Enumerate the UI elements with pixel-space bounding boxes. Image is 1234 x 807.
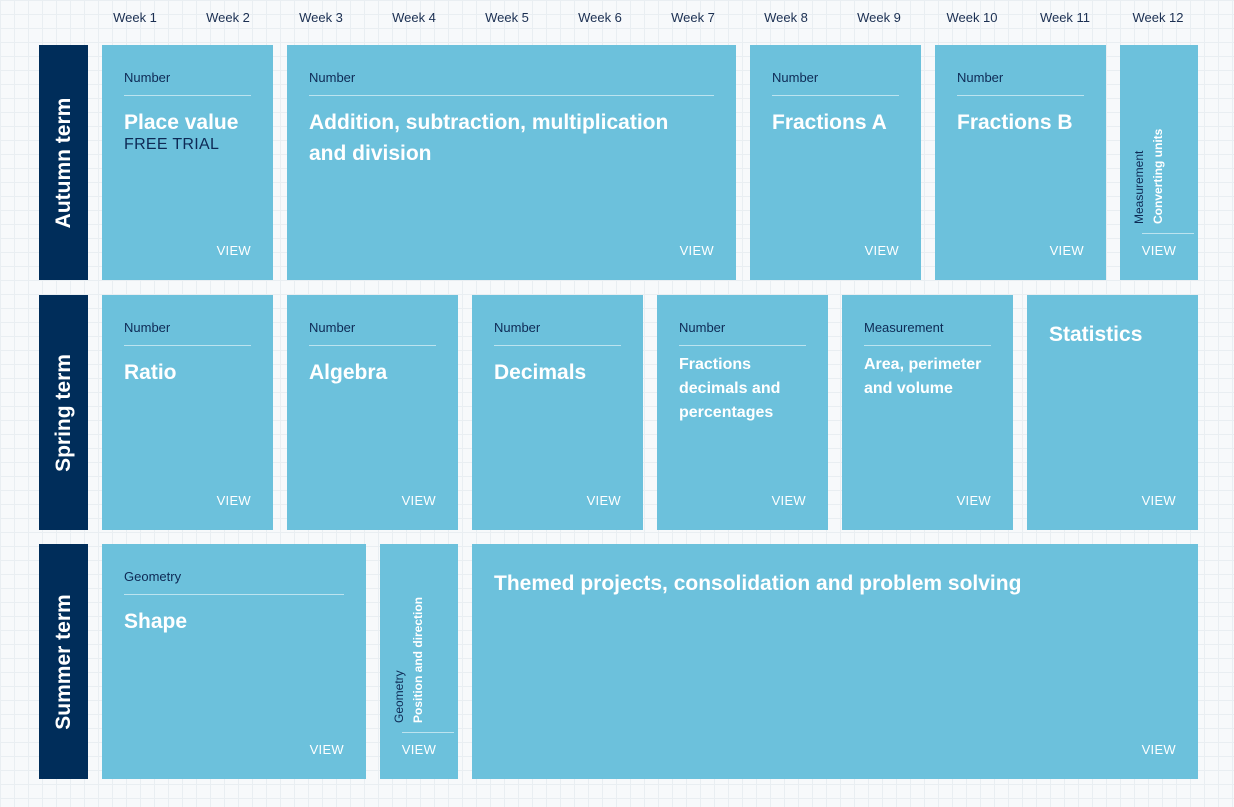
- term-label-autumn: Autumn term: [39, 45, 88, 280]
- view-link[interactable]: VIEW: [216, 243, 251, 258]
- unit-card-fractions-b[interactable]: Number Fractions B VIEW: [935, 45, 1106, 280]
- unit-category: Geometry: [392, 670, 406, 723]
- view-link[interactable]: VIEW: [864, 243, 899, 258]
- view-link[interactable]: VIEW: [1141, 243, 1177, 258]
- unit-card-four-operations[interactable]: Number Addition, subtraction, multiplica…: [287, 45, 736, 280]
- view-link[interactable]: VIEW: [956, 493, 991, 508]
- view-link[interactable]: VIEW: [1141, 742, 1176, 757]
- term-label-spring: Spring term: [39, 295, 88, 530]
- unit-title: Area, perimeter and volume: [864, 356, 982, 397]
- unit-title: Fractions A: [772, 111, 887, 134]
- unit-category: Measurement: [1132, 150, 1146, 224]
- unit-card-themed-projects[interactable]: Themed projects, consolidation and probl…: [472, 544, 1198, 779]
- unit-card-area-perimeter-volume[interactable]: Measurement Area, perimeter and volume V…: [842, 295, 1013, 530]
- unit-category: Number: [309, 320, 436, 346]
- view-link[interactable]: VIEW: [216, 493, 251, 508]
- unit-title: Position and direction: [411, 596, 425, 723]
- view-link[interactable]: VIEW: [1141, 493, 1176, 508]
- unit-card-place-value[interactable]: Number Place value FREE TRIAL VIEW: [102, 45, 273, 280]
- view-link[interactable]: VIEW: [401, 742, 437, 757]
- week-label: Week 10: [946, 10, 998, 25]
- unit-category: Number: [957, 70, 1084, 96]
- week-label: Week 5: [485, 10, 529, 25]
- divider: [402, 732, 454, 733]
- week-label: Week 11: [1039, 10, 1091, 25]
- term-label-summer: Summer term: [39, 544, 88, 779]
- unit-title: Ratio: [124, 361, 177, 384]
- unit-title: Themed projects, consolidation and probl…: [494, 572, 1022, 595]
- view-link[interactable]: VIEW: [309, 742, 344, 757]
- view-link[interactable]: VIEW: [401, 493, 436, 508]
- view-link[interactable]: VIEW: [1049, 243, 1084, 258]
- week-label: Week 9: [857, 10, 901, 25]
- unit-card-fractions-a[interactable]: Number Fractions A VIEW: [750, 45, 921, 280]
- week-label: Week 6: [578, 10, 622, 25]
- unit-category: Number: [309, 70, 714, 96]
- unit-card-converting-units[interactable]: Measurement Converting units VIEW: [1120, 45, 1198, 280]
- term-label-text: Summer term: [51, 593, 75, 730]
- term-label-text: Spring term: [51, 353, 75, 472]
- unit-card-ratio[interactable]: Number Ratio VIEW: [102, 295, 273, 530]
- view-link[interactable]: VIEW: [586, 493, 621, 508]
- unit-title: Converting units: [1151, 128, 1165, 224]
- unit-card-position-direction[interactable]: Geometry Position and direction VIEW: [380, 544, 458, 779]
- week-label: Week 7: [671, 10, 715, 25]
- unit-category: Measurement: [864, 320, 991, 346]
- view-link[interactable]: VIEW: [771, 493, 806, 508]
- unit-card-shape[interactable]: Geometry Shape VIEW: [102, 544, 366, 779]
- week-label: Week 4: [392, 10, 436, 25]
- unit-title: Fractions B: [957, 111, 1073, 134]
- view-link[interactable]: VIEW: [679, 243, 714, 258]
- unit-card-statistics[interactable]: Statistics VIEW: [1027, 295, 1198, 530]
- unit-title: Shape: [124, 610, 188, 633]
- divider: [1142, 233, 1194, 234]
- week-label: Week 3: [299, 10, 343, 25]
- unit-card-algebra[interactable]: Number Algebra VIEW: [287, 295, 458, 530]
- week-label: Week 12: [1132, 10, 1184, 25]
- unit-category: Number: [679, 320, 806, 346]
- unit-category: Number: [494, 320, 621, 346]
- free-trial-badge: FREE TRIAL: [124, 136, 220, 153]
- unit-category: Number: [124, 70, 251, 96]
- week-label: Week 8: [764, 10, 808, 25]
- week-label: Week 2: [206, 10, 250, 25]
- unit-category: Number: [124, 320, 251, 346]
- unit-title: Place value: [124, 111, 239, 134]
- term-label-text: Autumn term: [51, 97, 75, 228]
- unit-category: Number: [772, 70, 899, 96]
- unit-title: Decimals: [494, 361, 587, 384]
- unit-title: Addition, subtraction, multiplication an…: [309, 111, 669, 165]
- unit-title: Fractions decimals and percentages: [679, 356, 781, 421]
- unit-card-fractions-decimals-percentages[interactable]: Number Fractions decimals and percentage…: [657, 295, 828, 530]
- week-label: Week 1: [113, 10, 157, 25]
- unit-category: Geometry: [124, 569, 344, 595]
- unit-title: Algebra: [309, 361, 388, 384]
- unit-card-decimals[interactable]: Number Decimals VIEW: [472, 295, 643, 530]
- unit-title: Statistics: [1049, 323, 1143, 346]
